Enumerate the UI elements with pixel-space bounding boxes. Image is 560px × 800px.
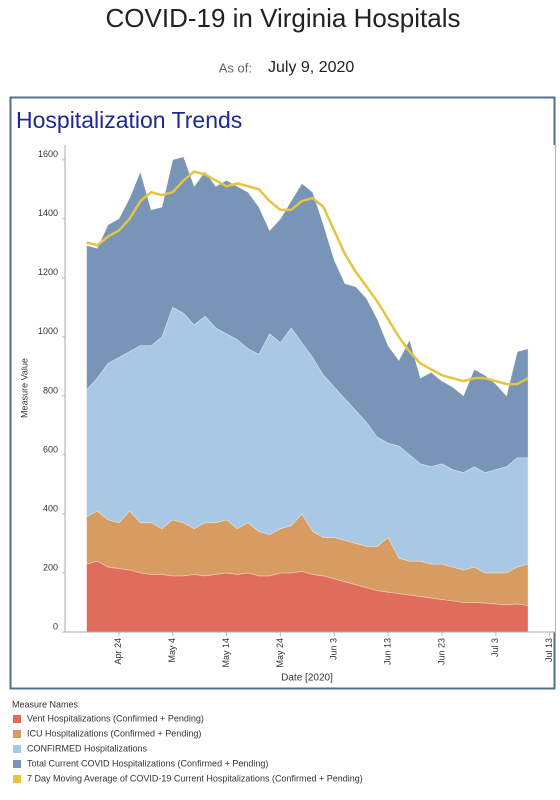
legend-title: Measure Names bbox=[12, 699, 79, 709]
x-tick-label: Jun 23 bbox=[436, 638, 446, 665]
y-tick-label: 200 bbox=[43, 562, 58, 572]
x-tick-label: May 4 bbox=[167, 638, 177, 663]
x-tick-label: Jun 3 bbox=[329, 638, 339, 660]
y-tick-label: 1400 bbox=[38, 208, 58, 218]
x-tick-label: Jun 13 bbox=[382, 638, 392, 665]
x-tick-label: Jul 13 bbox=[544, 638, 554, 662]
x-tick-label: Apr 24 bbox=[113, 638, 123, 665]
chart-title: Hospitalization Trends bbox=[16, 107, 242, 133]
as-of-label: As of: bbox=[219, 60, 252, 75]
legend-swatch bbox=[13, 745, 21, 753]
legend-label: CONFIRMED Hospitalizations bbox=[27, 743, 148, 753]
y-tick-label: 800 bbox=[43, 385, 58, 395]
area bbox=[86, 560, 529, 633]
x-tick-label: May 14 bbox=[221, 638, 231, 668]
legend-swatch bbox=[13, 730, 21, 738]
y-tick-label: 400 bbox=[43, 503, 58, 513]
legend-swatch bbox=[13, 775, 21, 783]
y-tick-label: 600 bbox=[43, 444, 58, 454]
x-tick-label: May 24 bbox=[275, 638, 285, 668]
y-tick-label: 1000 bbox=[38, 326, 58, 336]
x-tick-label: Jul 3 bbox=[490, 638, 500, 657]
legend-swatch bbox=[13, 715, 21, 723]
legend-label: Total Current COVID Hospitalizations (Co… bbox=[27, 758, 268, 768]
line bbox=[86, 170, 529, 386]
as-of-date: July 9, 2020 bbox=[268, 59, 354, 76]
y-tick-label: 1600 bbox=[38, 149, 58, 159]
y-tick-label: 0 bbox=[53, 621, 58, 631]
plot-area bbox=[65, 145, 555, 633]
page-title: COVID-19 in Virginia Hospitals bbox=[106, 3, 461, 33]
legend-label: Vent Hospitalizations (Confirmed + Pendi… bbox=[27, 713, 204, 723]
x-axis-title: Date [2020] bbox=[281, 673, 333, 684]
y-axis-title: Measure Value bbox=[19, 358, 29, 418]
legend-label: 7 Day Moving Average of COVID-19 Current… bbox=[27, 773, 363, 783]
legend-swatch bbox=[13, 760, 21, 768]
y-tick-label: 1200 bbox=[38, 267, 58, 277]
legend-label: ICU Hospitalizations (Confirmed + Pendin… bbox=[27, 728, 201, 738]
